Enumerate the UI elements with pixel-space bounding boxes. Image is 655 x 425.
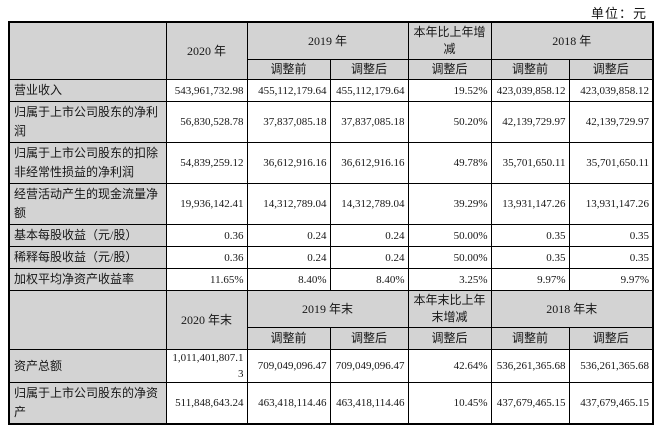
subheader-2018-after: 调整后 [568, 327, 654, 350]
value-cell: 463,418,114.46 [246, 382, 331, 425]
row-label: 加权平均净资产收益率 [8, 268, 167, 291]
financial-summary-table: 2020 年 2019 年 本年比上年增减 2018 年 调整前 调整后 调整后… [8, 21, 655, 425]
subheader-change-after: 调整后 [407, 327, 492, 350]
value-cell: 42,139,729.97 [568, 101, 654, 143]
value-cell: 37,837,085.18 [329, 101, 409, 143]
value-cell: 423,039,858.12 [490, 79, 570, 102]
row-label: 归属于上市公司股东的净资产 [8, 382, 167, 425]
value-cell: 0.24 [329, 224, 409, 247]
table-row: 归属于上市公司股东的净利润 56,830,528.78 37,837,085.1… [8, 101, 654, 143]
row-label: 资产总额 [8, 349, 167, 383]
header-yearend-2019: 2019 年末 [246, 290, 409, 328]
row-label: 经营活动产生的现金流量净额 [8, 183, 167, 225]
corner-cell [8, 290, 167, 350]
value-cell: 0.35 [568, 246, 654, 269]
value-cell: 54,839,259.12 [165, 142, 248, 184]
value-cell: 455,112,179.64 [329, 79, 409, 102]
value-cell: 1,011,401,807.13 [165, 349, 248, 383]
value-cell: 0.36 [165, 224, 248, 247]
value-cell: 56,830,528.78 [165, 101, 248, 143]
value-cell: 709,049,096.47 [246, 349, 331, 383]
header-year-2018: 2018 年 [490, 21, 654, 60]
value-cell: 19.52% [407, 79, 492, 102]
table-row: 归属于上市公司股东的净资产 511,848,643.24 463,418,114… [8, 382, 654, 425]
value-cell: 0.36 [165, 246, 248, 269]
value-cell: 0.24 [329, 246, 409, 269]
corner-cell [8, 21, 167, 80]
value-cell: 3.25% [407, 268, 492, 291]
unit-label: 单位：元 [590, 6, 647, 21]
value-cell: 10.45% [407, 382, 492, 425]
table-row: 加权平均净资产收益率 11.65% 8.40% 8.40% 3.25% 9.97… [8, 268, 654, 291]
value-cell: 0.35 [490, 246, 570, 269]
value-cell: 49.78% [407, 142, 492, 184]
value-cell: 8.40% [329, 268, 409, 291]
section2-period-header-row: 2020 年末 2019 年末 本年末比上年末增减 2018 年末 [8, 290, 654, 350]
table-row: 稀释每股收益（元/股） 0.36 0.24 0.24 50.00% 0.35 0… [8, 246, 654, 269]
value-cell: 14,312,789.04 [329, 183, 409, 225]
section1-period-header-row: 2020 年 2019 年 本年比上年增减 2018 年 [8, 21, 654, 80]
value-cell: 42.64% [407, 349, 492, 383]
value-cell: 13,931,147.26 [490, 183, 570, 225]
subheader-2018-before: 调整前 [490, 59, 570, 80]
value-cell: 50.00% [407, 246, 492, 269]
row-label: 归属于上市公司股东的扣除非经常性损益的净利润 [8, 142, 167, 184]
table-row: 归属于上市公司股东的扣除非经常性损益的净利润 54,839,259.12 36,… [8, 142, 654, 184]
value-cell: 455,112,179.64 [246, 79, 331, 102]
value-cell: 11.65% [165, 268, 248, 291]
subheader-2018-after: 调整后 [568, 59, 654, 80]
subheader-2019-after: 调整后 [329, 59, 409, 80]
section1-subheader-row: 调整前 调整后 调整后 调整前 调整后 [9, 59, 654, 80]
table-row: 基本每股收益（元/股） 0.36 0.24 0.24 50.00% 0.35 0… [8, 224, 654, 247]
row-label: 营业收入 [8, 79, 167, 102]
value-cell: 36,612,916.16 [246, 142, 331, 184]
value-cell: 709,049,096.47 [329, 349, 409, 383]
value-cell: 37,837,085.18 [246, 101, 331, 143]
value-cell: 39.29% [407, 183, 492, 225]
table-row: 营业收入 543,961,732.98 455,112,179.64 455,1… [8, 79, 654, 102]
row-label: 基本每股收益（元/股） [8, 224, 167, 247]
header-year-2020: 2020 年 [165, 21, 248, 80]
row-label: 稀释每股收益（元/股） [8, 246, 167, 269]
subheader-2019-before: 调整前 [246, 327, 331, 350]
value-cell: 0.35 [490, 224, 570, 247]
header-year-2019: 2019 年 [246, 21, 409, 60]
table-row: 经营活动产生的现金流量净额 19,936,142.41 14,312,789.0… [8, 183, 654, 225]
header-yearend-change: 本年末比上年末增减 [407, 290, 492, 328]
value-cell: 0.24 [246, 246, 331, 269]
value-cell: 50.20% [407, 101, 492, 143]
value-cell: 536,261,365.68 [490, 349, 570, 383]
value-cell: 0.24 [246, 224, 331, 247]
value-cell: 9.97% [568, 268, 654, 291]
table-row: 资产总额 1,011,401,807.13 709,049,096.47 709… [8, 349, 654, 383]
header-yearend-2020: 2020 年末 [165, 290, 248, 350]
row-label: 归属于上市公司股东的净利润 [8, 101, 167, 143]
value-cell: 543,961,732.98 [165, 79, 248, 102]
value-cell: 423,039,858.12 [568, 79, 654, 102]
subheader-2019-after: 调整后 [329, 327, 409, 350]
value-cell: 13,931,147.26 [568, 183, 654, 225]
value-cell: 536,261,365.68 [568, 349, 654, 383]
value-cell: 437,679,465.15 [568, 382, 654, 425]
value-cell: 9.97% [490, 268, 570, 291]
header-yearend-2018: 2018 年末 [490, 290, 654, 328]
value-cell: 42,139,729.97 [490, 101, 570, 143]
value-cell: 35,701,650.11 [568, 142, 654, 184]
value-cell: 14,312,789.04 [246, 183, 331, 225]
value-cell: 463,418,114.46 [329, 382, 409, 425]
value-cell: 0.35 [568, 224, 654, 247]
value-cell: 437,679,465.15 [490, 382, 570, 425]
subheader-2019-before: 调整前 [246, 59, 331, 80]
value-cell: 8.40% [246, 268, 331, 291]
subheader-change-after: 调整后 [407, 59, 492, 80]
value-cell: 511,848,643.24 [165, 382, 248, 425]
value-cell: 50.00% [407, 224, 492, 247]
value-cell: 35,701,650.11 [490, 142, 570, 184]
header-yoy-change: 本年比上年增减 [407, 21, 492, 60]
value-cell: 36,612,916.16 [329, 142, 409, 184]
subheader-2018-before: 调整前 [490, 327, 570, 350]
value-cell: 19,936,142.41 [165, 183, 248, 225]
